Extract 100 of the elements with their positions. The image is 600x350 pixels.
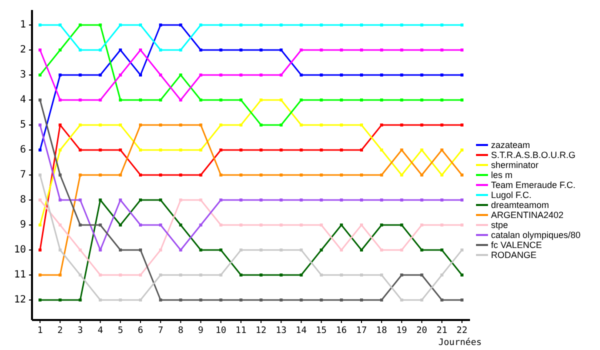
point (300, 224, 303, 226)
point (98, 198, 102, 202)
point (159, 198, 162, 202)
point (460, 48, 464, 52)
point (78, 224, 82, 226)
point (340, 74, 343, 76)
point (159, 98, 162, 102)
point (400, 48, 404, 52)
point (400, 248, 404, 252)
point (179, 248, 182, 252)
point (320, 198, 323, 202)
point (460, 74, 464, 76)
point (159, 224, 162, 226)
point (78, 74, 82, 76)
point (260, 124, 263, 126)
point (340, 298, 343, 302)
point (440, 298, 444, 302)
point (199, 48, 202, 52)
x-tick-label: 15 (316, 326, 327, 336)
point (199, 248, 202, 252)
point (400, 224, 404, 226)
point (320, 74, 323, 76)
point (98, 248, 102, 252)
point (440, 274, 444, 276)
legend-label: S.T.R.A.S.B.O.U.R.G (491, 150, 576, 160)
line-series (38, 124, 464, 252)
point (58, 224, 62, 226)
point (320, 48, 323, 52)
point (460, 298, 464, 302)
point (239, 274, 242, 276)
point (260, 74, 263, 76)
point (58, 98, 62, 102)
point (320, 274, 323, 276)
point (58, 174, 62, 176)
point (400, 124, 404, 126)
point (219, 274, 222, 276)
point (58, 198, 62, 202)
point (320, 24, 323, 26)
point (159, 248, 162, 252)
point (199, 74, 202, 76)
x-axis-title: Journées (438, 337, 482, 348)
point (58, 124, 62, 126)
point (340, 24, 343, 26)
point (239, 174, 242, 176)
point (98, 48, 102, 52)
point (179, 124, 182, 126)
point (199, 174, 202, 176)
point (420, 298, 424, 302)
point (199, 198, 202, 202)
point (78, 198, 82, 202)
point (440, 74, 444, 76)
point (280, 274, 283, 276)
line-series (38, 198, 464, 276)
point (400, 174, 404, 176)
point (260, 274, 263, 276)
point (38, 274, 42, 276)
point (118, 24, 122, 26)
point (340, 148, 343, 152)
point (300, 298, 303, 302)
point (78, 298, 82, 302)
point (118, 274, 122, 276)
point (340, 48, 343, 52)
point (460, 274, 464, 276)
point (280, 248, 283, 252)
point (280, 24, 283, 26)
point (280, 174, 283, 176)
point (420, 98, 424, 102)
point (440, 48, 444, 52)
legend-label: fc VALENCE (491, 240, 542, 250)
legend-label: stpe (491, 220, 508, 230)
point (118, 298, 122, 302)
point (420, 174, 424, 176)
point (420, 74, 424, 76)
point (420, 24, 424, 26)
point (320, 124, 323, 126)
point (98, 298, 102, 302)
point (58, 274, 62, 276)
point (219, 74, 222, 76)
point (260, 174, 263, 176)
y-tick-label: 9 (20, 220, 26, 231)
point (380, 48, 384, 52)
point (300, 124, 303, 126)
point (460, 24, 464, 26)
point (420, 148, 424, 152)
point (260, 198, 263, 202)
point (219, 24, 222, 26)
x-tick-label: 18 (376, 326, 388, 336)
point (340, 98, 343, 102)
x-tick-label: 8 (178, 326, 184, 336)
point (199, 274, 202, 276)
point (98, 148, 102, 152)
point (239, 24, 242, 26)
y-tick-label: 6 (20, 144, 26, 156)
point (440, 174, 444, 176)
point (260, 24, 263, 26)
point (78, 124, 82, 126)
legend-label: catalan olympiques/80 (491, 230, 581, 240)
y-tick-label: 5 (20, 120, 26, 131)
point (320, 174, 323, 176)
point (260, 98, 263, 102)
